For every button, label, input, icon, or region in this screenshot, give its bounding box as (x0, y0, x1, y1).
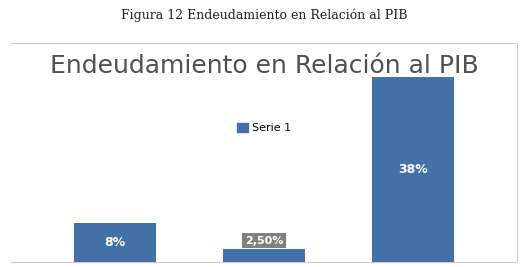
Text: Figura 12 Endeudamiento en Relación al PIB: Figura 12 Endeudamiento en Relación al P… (121, 8, 407, 22)
Bar (74, 223, 156, 262)
Text: 8%: 8% (105, 236, 126, 249)
Bar (372, 77, 454, 262)
Text: 38%: 38% (398, 163, 428, 176)
Bar (223, 249, 305, 262)
Text: Endeudamiento en Relación al PIB: Endeudamiento en Relación al PIB (50, 54, 478, 78)
Text: 2,50%: 2,50% (245, 235, 283, 246)
Legend: Serie 1: Serie 1 (232, 118, 296, 138)
